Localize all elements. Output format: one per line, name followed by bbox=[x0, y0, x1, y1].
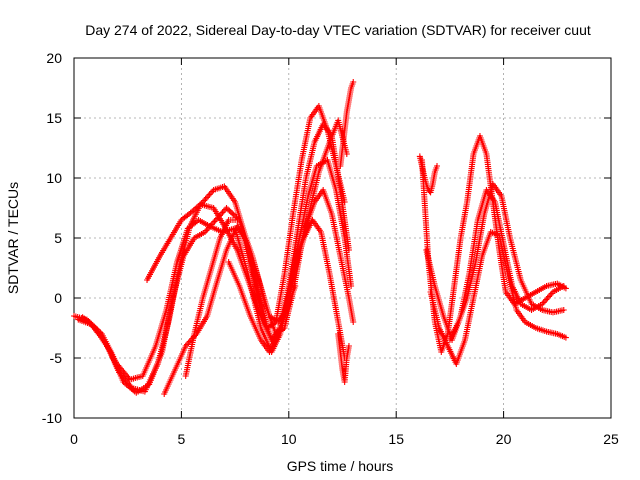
chart-title: Day 274 of 2022, Sidereal Day-to-day VTE… bbox=[85, 22, 591, 38]
data-point bbox=[230, 211, 237, 218]
y-tick-labels: -10 -5 0 5 10 15 20 bbox=[42, 50, 62, 426]
data-point bbox=[545, 293, 552, 300]
y-tick-label: -5 bbox=[50, 350, 63, 366]
data-point bbox=[434, 163, 441, 169]
data-point bbox=[203, 194, 210, 201]
data-point bbox=[560, 307, 567, 313]
data-point bbox=[207, 190, 214, 196]
x-tick-label: 20 bbox=[496, 431, 512, 447]
x-tick-label: 0 bbox=[70, 431, 78, 447]
data-point bbox=[211, 218, 218, 225]
data-point bbox=[233, 214, 240, 221]
y-tick-label: 10 bbox=[46, 170, 62, 186]
data-point bbox=[205, 193, 212, 199]
data-point bbox=[185, 340, 192, 346]
data-point bbox=[219, 209, 226, 216]
data-point bbox=[345, 247, 352, 253]
y-tick-label: 5 bbox=[54, 230, 62, 246]
y-tick-label: -10 bbox=[42, 410, 62, 426]
data-point bbox=[560, 283, 567, 289]
data-points bbox=[71, 79, 569, 397]
data-point bbox=[543, 296, 550, 303]
x-tick-label: 25 bbox=[603, 431, 619, 447]
y-axis-label: SDTVAR / TECUs bbox=[5, 182, 21, 294]
data-point bbox=[227, 209, 234, 215]
data-point bbox=[345, 343, 352, 349]
data-point bbox=[348, 283, 355, 289]
data-point bbox=[562, 334, 569, 341]
x-axis-label: GPS time / hours bbox=[287, 458, 394, 474]
data-point bbox=[350, 79, 357, 85]
data-point bbox=[229, 210, 236, 217]
data-point bbox=[343, 151, 350, 157]
x-tick-label: 5 bbox=[178, 431, 186, 447]
data-point bbox=[547, 292, 554, 298]
x-tick-label: 15 bbox=[388, 431, 404, 447]
data-point bbox=[541, 298, 548, 304]
x-tick-label: 10 bbox=[281, 431, 297, 447]
x-tick-labels: 0 5 10 15 20 25 bbox=[70, 431, 619, 447]
axis-ticks bbox=[73, 57, 612, 419]
y-tick-label: 15 bbox=[46, 110, 62, 126]
data-point bbox=[202, 196, 209, 202]
data-point bbox=[292, 283, 299, 289]
data-point bbox=[224, 206, 231, 213]
data-point bbox=[226, 207, 233, 214]
data-point bbox=[206, 191, 213, 198]
y-tick-label: 0 bbox=[54, 290, 62, 306]
data-point bbox=[350, 319, 357, 325]
data-point bbox=[223, 205, 230, 211]
data-point bbox=[544, 295, 551, 301]
y-tick-label: 20 bbox=[46, 50, 62, 66]
